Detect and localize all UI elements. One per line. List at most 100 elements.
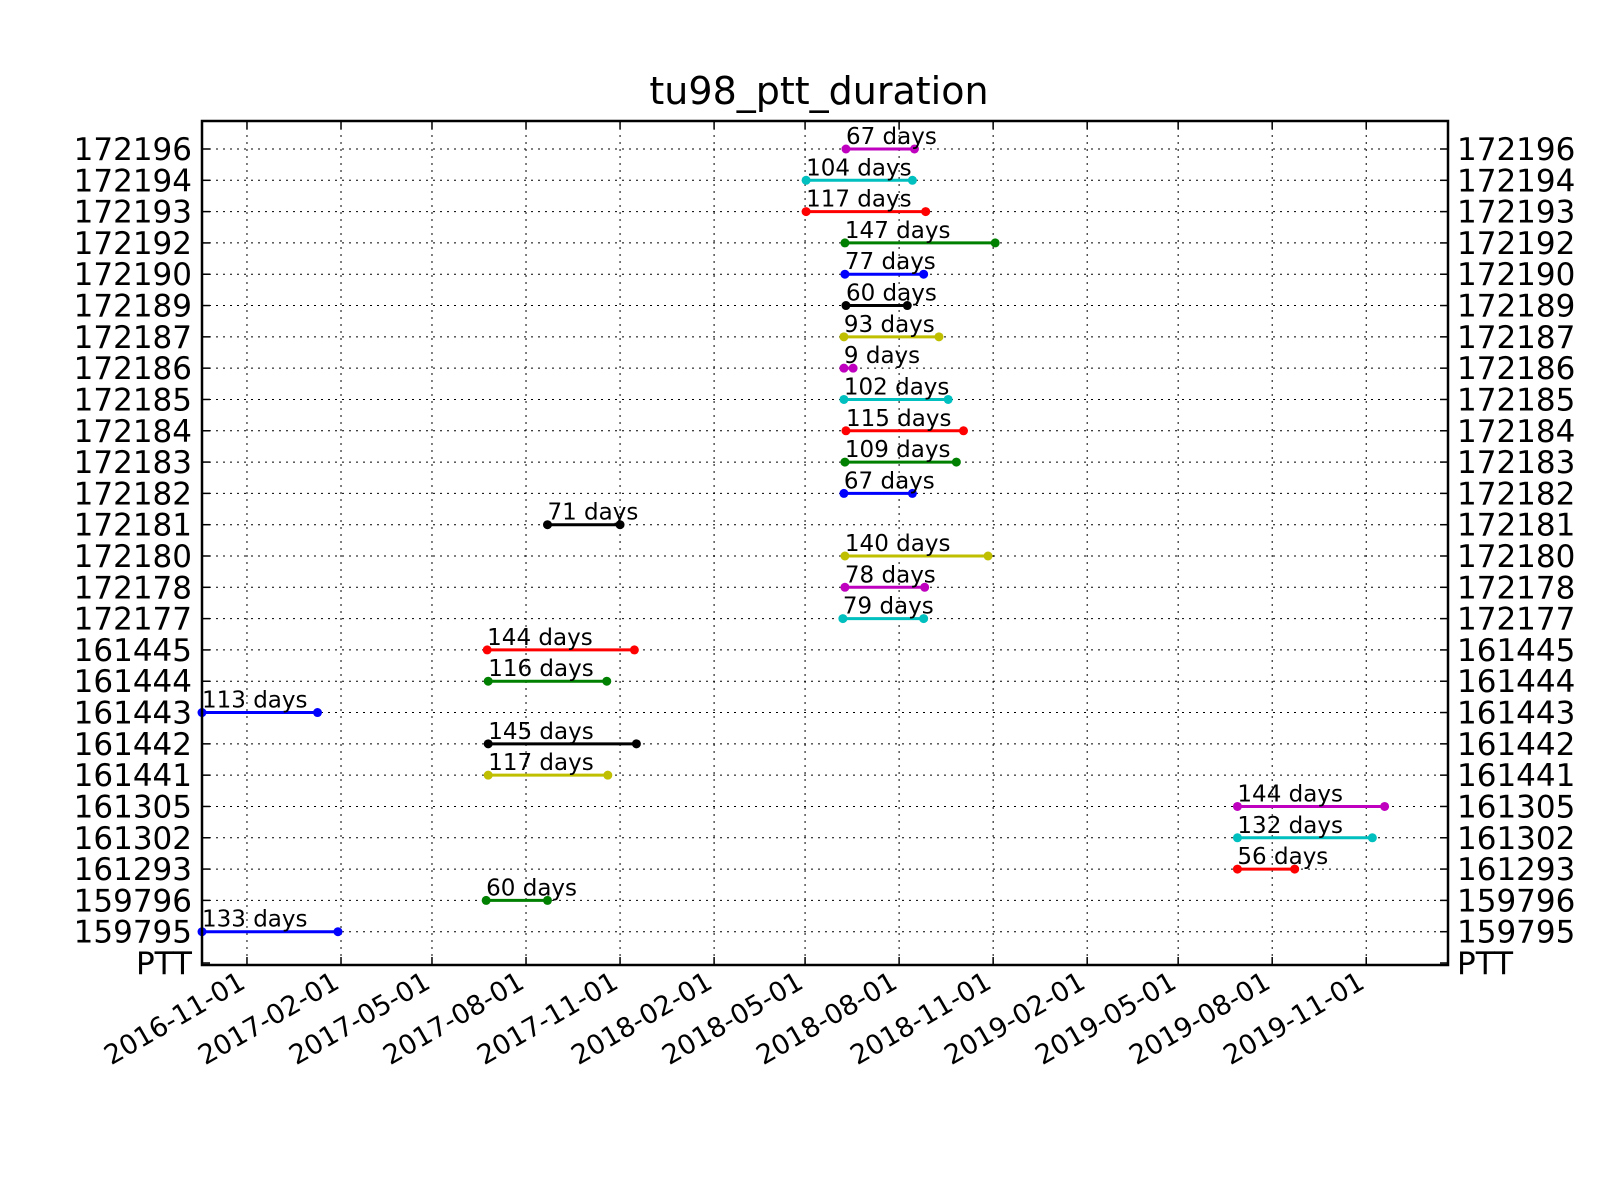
y-tick-label: 172189 <box>74 289 192 325</box>
y-tick-label: 172187 <box>1457 320 1575 356</box>
duration-label: 77 days <box>845 249 936 275</box>
y-tick-label: 161305 <box>74 789 192 825</box>
y-tick-label: 161305 <box>1457 789 1575 825</box>
y-tick-label: 172196 <box>74 132 192 168</box>
y-tick-label: 172186 <box>1457 351 1575 387</box>
end-point <box>943 394 953 404</box>
duration-label: 116 days <box>488 656 593 682</box>
start-point <box>483 676 493 686</box>
bar-172190: 77 days <box>840 249 936 279</box>
y-tick-label: 161445 <box>74 633 192 669</box>
y-tick-label: 161442 <box>1457 727 1575 763</box>
duration-label: 117 days <box>488 750 593 776</box>
end-point <box>934 332 944 342</box>
start-point <box>1232 801 1242 811</box>
y-tick-label: 161302 <box>74 821 192 857</box>
bar-172186: 9 days <box>839 343 920 373</box>
start-point <box>801 175 811 185</box>
y-tick-label: 161443 <box>1457 696 1575 732</box>
duration-label: 117 days <box>806 187 912 213</box>
start-point <box>839 363 849 373</box>
bar-172177: 79 days <box>838 594 934 624</box>
y-tick-label: PTT <box>1457 946 1514 982</box>
start-point <box>840 582 850 592</box>
start-point <box>840 238 850 248</box>
start-point <box>840 457 850 467</box>
bar-161302: 132 days <box>1232 813 1377 843</box>
end-point <box>907 175 917 185</box>
y-tick-label: 172178 <box>1457 570 1575 606</box>
y-tick-label: 172177 <box>74 602 192 638</box>
bar-172187: 93 days <box>839 312 944 342</box>
bar-159795: 133 days <box>197 907 343 937</box>
y-tick-label: 161442 <box>74 727 192 763</box>
bar-172178: 78 days <box>840 562 936 592</box>
end-point <box>983 551 993 561</box>
y-tick-label: 161444 <box>1457 664 1575 700</box>
y-tick-labels-right: PTT1597951597961612931613021613051614411… <box>1457 132 1575 982</box>
end-point <box>615 520 625 530</box>
bar-172181: 71 days <box>542 500 638 530</box>
bar-172185: 102 days <box>839 374 953 404</box>
y-tick-label: 161293 <box>74 852 192 888</box>
duration-label: 145 days <box>488 719 593 745</box>
end-point <box>951 457 961 467</box>
start-point <box>839 332 849 342</box>
bar-172184: 115 days <box>841 406 969 436</box>
start-point <box>840 269 850 279</box>
y-tick-label: 161293 <box>1457 852 1575 888</box>
y-tick-label: 161443 <box>74 696 192 732</box>
duration-label: 9 days <box>844 343 920 369</box>
duration-label: 109 days <box>845 437 951 463</box>
end-point <box>909 144 919 154</box>
end-point <box>848 363 858 373</box>
duration-label: 79 days <box>843 594 934 620</box>
y-tick-label: 161444 <box>74 664 192 700</box>
plot-frame <box>200 119 1450 967</box>
y-tick-labels-left: PTT1597951597961612931613021613051614411… <box>74 132 193 982</box>
duration-label: 60 days <box>846 281 937 307</box>
y-tick-label: 172194 <box>74 163 192 199</box>
y-tick-label: 161441 <box>74 758 192 794</box>
end-point <box>313 708 323 718</box>
y-tick-label: 172183 <box>74 445 192 481</box>
end-point <box>920 582 930 592</box>
y-tick-label: 172181 <box>74 508 192 544</box>
bar-161441: 117 days <box>483 750 613 780</box>
y-tick-label: 172192 <box>1457 226 1575 262</box>
y-tick-label: 172196 <box>1457 132 1575 168</box>
y-tick-label: 172182 <box>1457 476 1575 512</box>
bar-172192: 147 days <box>840 218 1000 248</box>
duration-label: 115 days <box>846 406 952 432</box>
end-point <box>629 645 639 655</box>
x-tick-labels: 2016-11-012017-02-012017-05-012017-08-01… <box>99 966 1370 1071</box>
start-point <box>482 645 492 655</box>
y-tick-label: 172186 <box>74 351 192 387</box>
start-point <box>838 614 848 624</box>
y-tick-label: 161302 <box>1457 821 1575 857</box>
duration-label: 147 days <box>845 218 951 244</box>
y-tick-label: 172180 <box>1457 539 1575 575</box>
end-point <box>919 269 929 279</box>
start-point <box>840 551 850 561</box>
y-tick-label: 172187 <box>74 320 192 356</box>
end-point <box>907 488 917 498</box>
duration-label: 140 days <box>845 531 951 557</box>
start-point <box>1232 864 1242 874</box>
end-point <box>1367 833 1377 843</box>
y-tick-label: 172185 <box>1457 382 1575 418</box>
start-point <box>841 426 851 436</box>
start-point <box>542 520 552 530</box>
bar-172194: 104 days <box>801 155 917 185</box>
y-tick-label: 172181 <box>1457 508 1575 544</box>
y-tick-label: 159796 <box>74 883 192 919</box>
duration-label: 102 days <box>844 374 950 400</box>
y-tick-label: 172182 <box>74 476 192 512</box>
end-point <box>959 426 969 436</box>
y-tick-label: 172193 <box>74 195 192 231</box>
y-tick-label: 172180 <box>74 539 192 575</box>
bar-161293: 56 days <box>1232 844 1328 874</box>
y-tick-label: 161445 <box>1457 633 1575 669</box>
duration-label: 60 days <box>486 875 577 901</box>
